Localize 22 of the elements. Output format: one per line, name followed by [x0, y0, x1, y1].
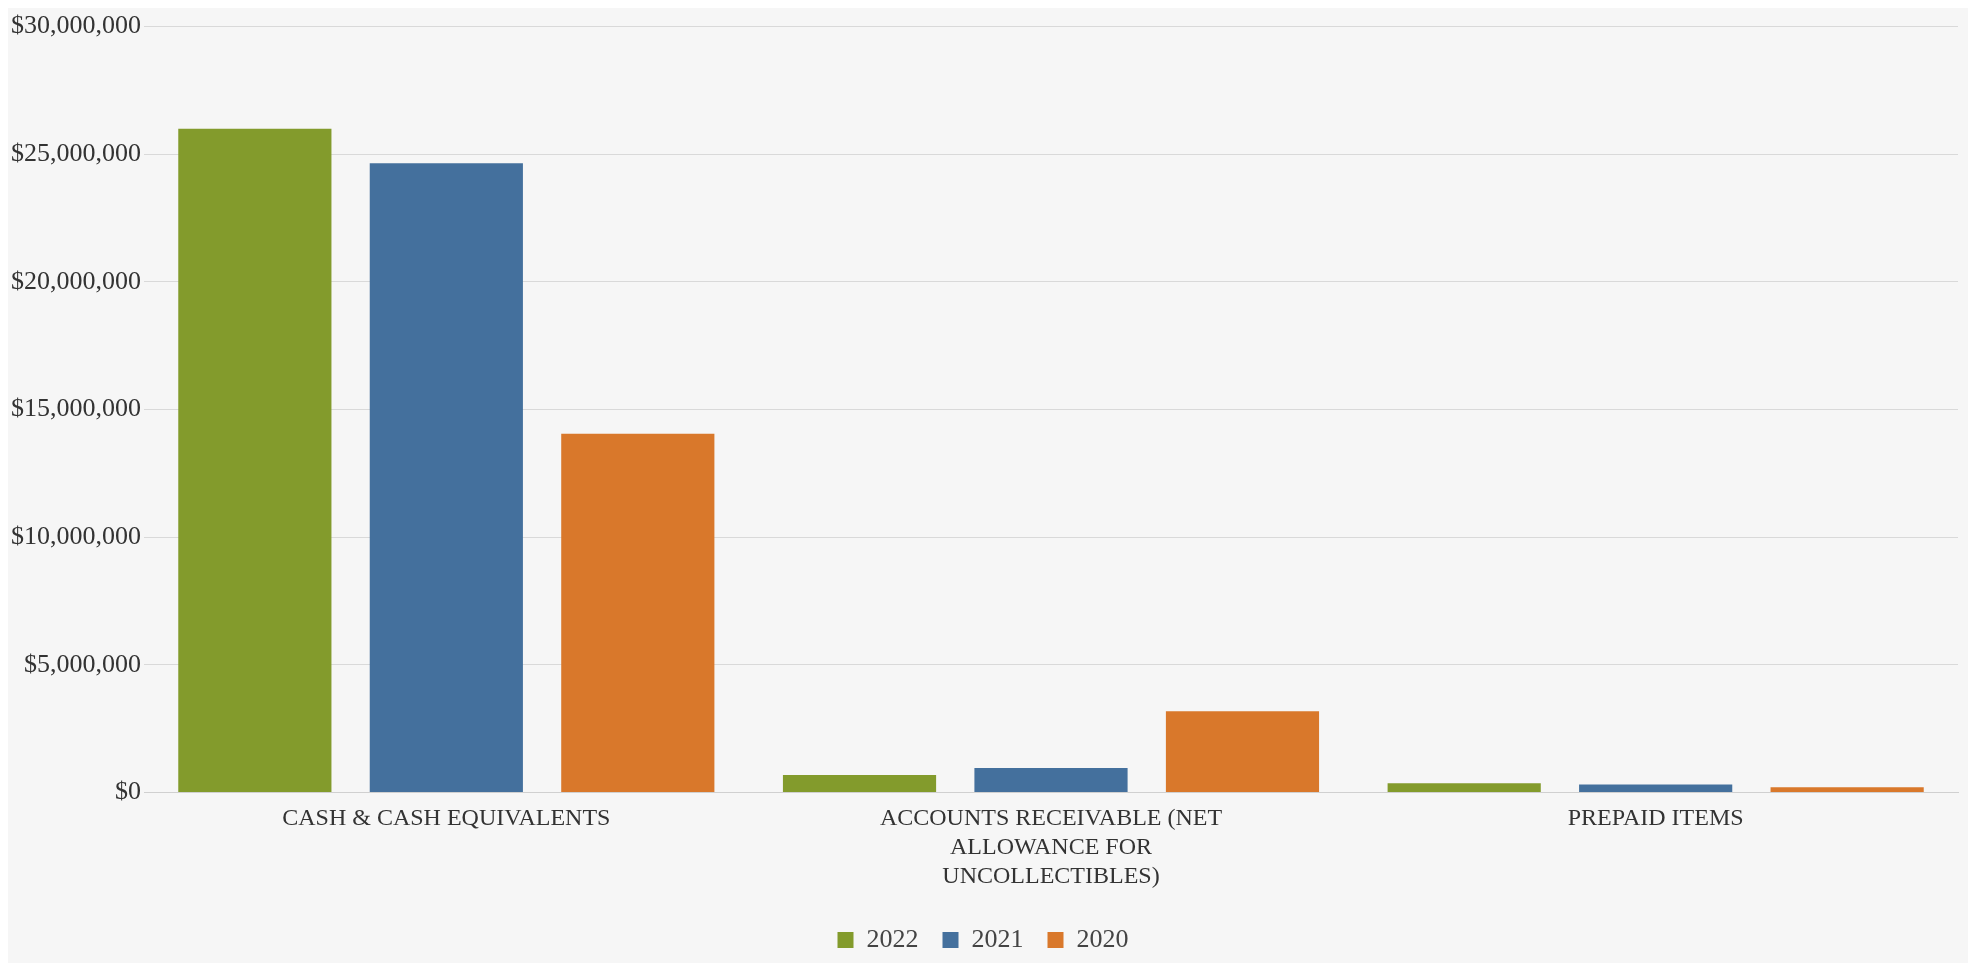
y-tick-label: $25,000,000	[11, 138, 141, 168]
legend-label: 2021	[971, 923, 1024, 953]
bar	[561, 433, 715, 793]
y-tick-label: $30,000,000	[11, 10, 141, 40]
y-tick-label: $10,000,000	[11, 521, 141, 551]
bar	[369, 163, 523, 793]
legend-label: 2022	[866, 923, 919, 953]
x-tick-label: ACCOUNTS RECEIVABLE (NET ALLOWANCE FOR UNCOLLECTIBLES)	[879, 804, 1223, 888]
y-tick-label: $15,000,000	[11, 393, 141, 423]
bar	[1770, 787, 1924, 793]
bar	[1579, 784, 1733, 793]
x-tick-label: PREPAID ITEMS	[1567, 804, 1744, 831]
bar	[782, 774, 937, 793]
y-tick-label: $5,000,000	[24, 648, 141, 678]
y-tick-label: $0	[115, 776, 141, 806]
legend-label: 2020	[1076, 923, 1129, 953]
bar	[1387, 783, 1541, 793]
x-tick-label: CASH & CASH EQUIVALENTS	[282, 804, 611, 831]
y-tick-label: $20,000,000	[11, 265, 141, 295]
bar	[974, 768, 1128, 793]
bar	[178, 128, 332, 793]
bar	[1165, 711, 1320, 793]
